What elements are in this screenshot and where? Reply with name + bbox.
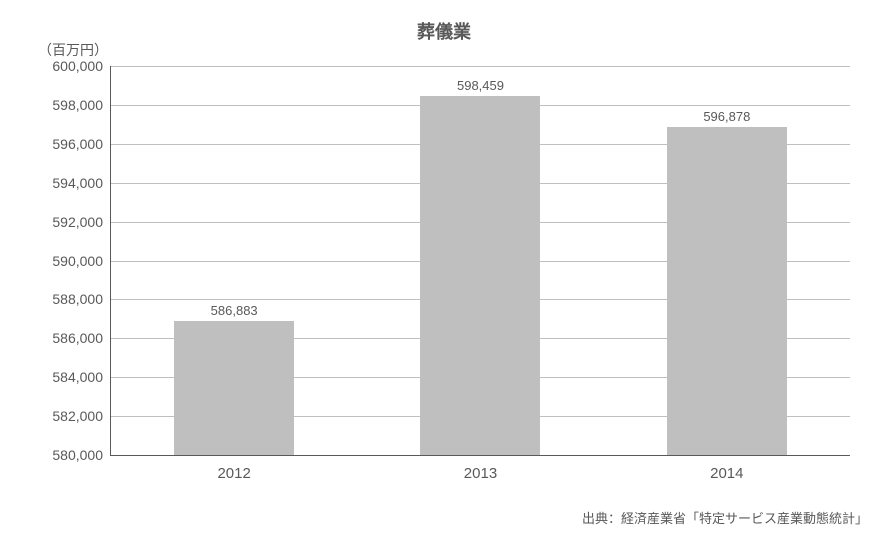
gridline <box>111 299 850 300</box>
bar: 586,883 <box>174 321 294 455</box>
y-tick-label: 598,000 <box>52 97 111 113</box>
y-tick-label: 594,000 <box>52 175 111 191</box>
bar-value-label: 596,878 <box>703 109 750 128</box>
y-tick-label: 596,000 <box>52 136 111 152</box>
chart-source-citation: 出典：経済産業省「特定サービス産業動態統計」 <box>582 508 868 527</box>
x-tick-label: 2013 <box>464 455 497 482</box>
bar-value-label: 586,883 <box>211 303 258 322</box>
y-tick-label: 592,000 <box>52 214 111 230</box>
y-tick-label: 582,000 <box>52 408 111 424</box>
bar: 596,878 <box>667 127 787 455</box>
gridline <box>111 105 850 106</box>
chart-title: 葬儀業 <box>0 18 888 44</box>
bar: 598,459 <box>420 96 540 455</box>
y-tick-label: 590,000 <box>52 253 111 269</box>
y-tick-label: 588,000 <box>52 291 111 307</box>
gridline <box>111 416 850 417</box>
gridline <box>111 377 850 378</box>
chart-container: 葬儀業 （百万円） 586,8832012598,4592013596,8782… <box>0 0 888 533</box>
bar-value-label: 598,459 <box>457 78 504 97</box>
y-tick-label: 580,000 <box>52 447 111 463</box>
gridline <box>111 338 850 339</box>
gridline <box>111 183 850 184</box>
x-tick-label: 2012 <box>217 455 250 482</box>
gridline <box>111 261 850 262</box>
y-tick-label: 584,000 <box>52 369 111 385</box>
gridline <box>111 144 850 145</box>
y-axis-unit-label: （百万円） <box>38 40 108 60</box>
x-tick-label: 2014 <box>710 455 743 482</box>
gridline <box>111 66 850 67</box>
plot-area: 586,8832012598,4592013596,8782014 580,00… <box>110 66 850 456</box>
y-tick-label: 586,000 <box>52 330 111 346</box>
y-tick-label: 600,000 <box>52 58 111 74</box>
gridline <box>111 222 850 223</box>
